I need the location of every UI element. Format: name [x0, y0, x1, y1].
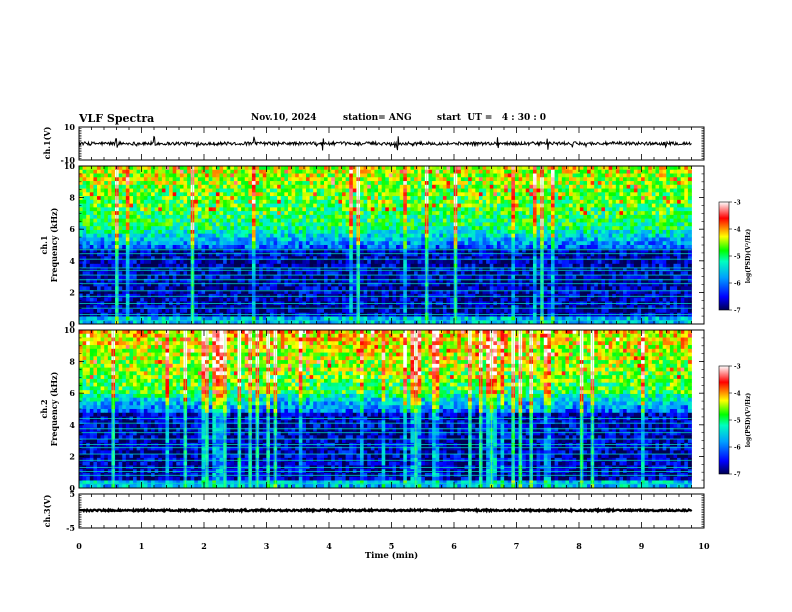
x-tick-label: 3	[264, 541, 270, 551]
y-tick-label: 4	[69, 256, 75, 266]
sferic-streaks	[116, 166, 543, 324]
header-date: Nov.10, 2024	[251, 113, 317, 123]
y-tick-label: 6	[69, 388, 75, 398]
spectrogram-cells	[79, 330, 692, 489]
x-tick-label: 9	[639, 541, 645, 551]
x-tick-label: 2	[201, 541, 207, 551]
header-station: station= ANG	[343, 113, 412, 123]
colorbar	[718, 201, 730, 311]
x-tick-label: 1	[139, 541, 145, 551]
y-tick-label: -10	[61, 155, 76, 165]
y-ticks	[79, 493, 704, 529]
y-tick-label: 6	[69, 224, 75, 234]
colorbar-tick-label: -5	[734, 418, 741, 425]
y-tick-label: -5	[66, 523, 75, 533]
spectrogram-cells	[79, 166, 692, 325]
colorbar-tick-label: -3	[734, 200, 741, 207]
waveform-trace	[78, 135, 692, 151]
y-tick-label: 2	[69, 451, 75, 461]
y-tick-label: 5	[69, 489, 75, 499]
y-tick-label: 4	[69, 420, 75, 430]
y-tick-label: 0	[69, 483, 75, 493]
y-tick-label: 2	[69, 287, 75, 297]
y-ticks	[79, 126, 704, 161]
y-tick-label: 8	[69, 357, 75, 367]
y-tick-label: 8	[69, 193, 75, 203]
y-tick-label: 0	[69, 319, 75, 329]
x-axis-label: Time (min)	[365, 550, 418, 561]
y-tick-label: 10	[64, 325, 76, 335]
sferic-streaks	[112, 330, 593, 488]
y-tick-label: 10	[64, 122, 76, 132]
ch2-channel-label: ch.2	[39, 399, 49, 418]
y-ticks	[79, 329, 704, 489]
header-start-time: start UT = 4 : 30 : 0	[437, 113, 547, 123]
x-tick-label: 10	[698, 541, 710, 551]
y-ticks	[79, 165, 704, 325]
waveform-trace	[78, 506, 693, 514]
y-tick-label: 10	[64, 161, 76, 171]
colorbar-label: log(PSD)(V²/Hz)	[745, 393, 752, 448]
colorbar-tick-label: -5	[734, 254, 741, 261]
ch1-frequency-ylabel: Frequency (kHz)	[49, 207, 59, 282]
ch3-waveform-ylabel: ch.3(V)	[42, 494, 52, 527]
colorbar-tick-label: -4	[734, 227, 741, 234]
x-tick-label: 8	[576, 541, 582, 551]
narrowband-lines	[79, 249, 692, 322]
x-tick-label: 5	[389, 541, 395, 551]
ch1-waveform-ylabel: ch.1(V)	[42, 126, 52, 159]
colorbar-tick-label: -7	[734, 308, 741, 315]
x-tick-label: 6	[451, 541, 457, 551]
chart-title: VLF Spectra	[79, 112, 155, 125]
colorbar-tick-label: -7	[734, 472, 741, 479]
colorbar-tick-label: -3	[734, 364, 741, 371]
ch2-frequency-ylabel: Frequency (kHz)	[49, 371, 59, 446]
x-tick-label: 4	[326, 541, 332, 551]
x-tick-label: 0	[76, 541, 82, 551]
x-ticks	[78, 494, 705, 528]
x-ticks	[78, 166, 705, 324]
colorbar-tick-label: -4	[734, 391, 741, 398]
colorbar-label: log(PSD)(V²/Hz)	[745, 229, 752, 284]
x-ticks	[78, 330, 705, 488]
narrowband-lines	[79, 418, 692, 484]
x-tick-label: 7	[514, 541, 520, 551]
colorbar-tick-label: -6	[734, 445, 741, 452]
colorbar-tick-label: -6	[734, 281, 741, 288]
colorbar	[718, 365, 730, 475]
ch1-channel-label: ch.1	[39, 235, 49, 254]
